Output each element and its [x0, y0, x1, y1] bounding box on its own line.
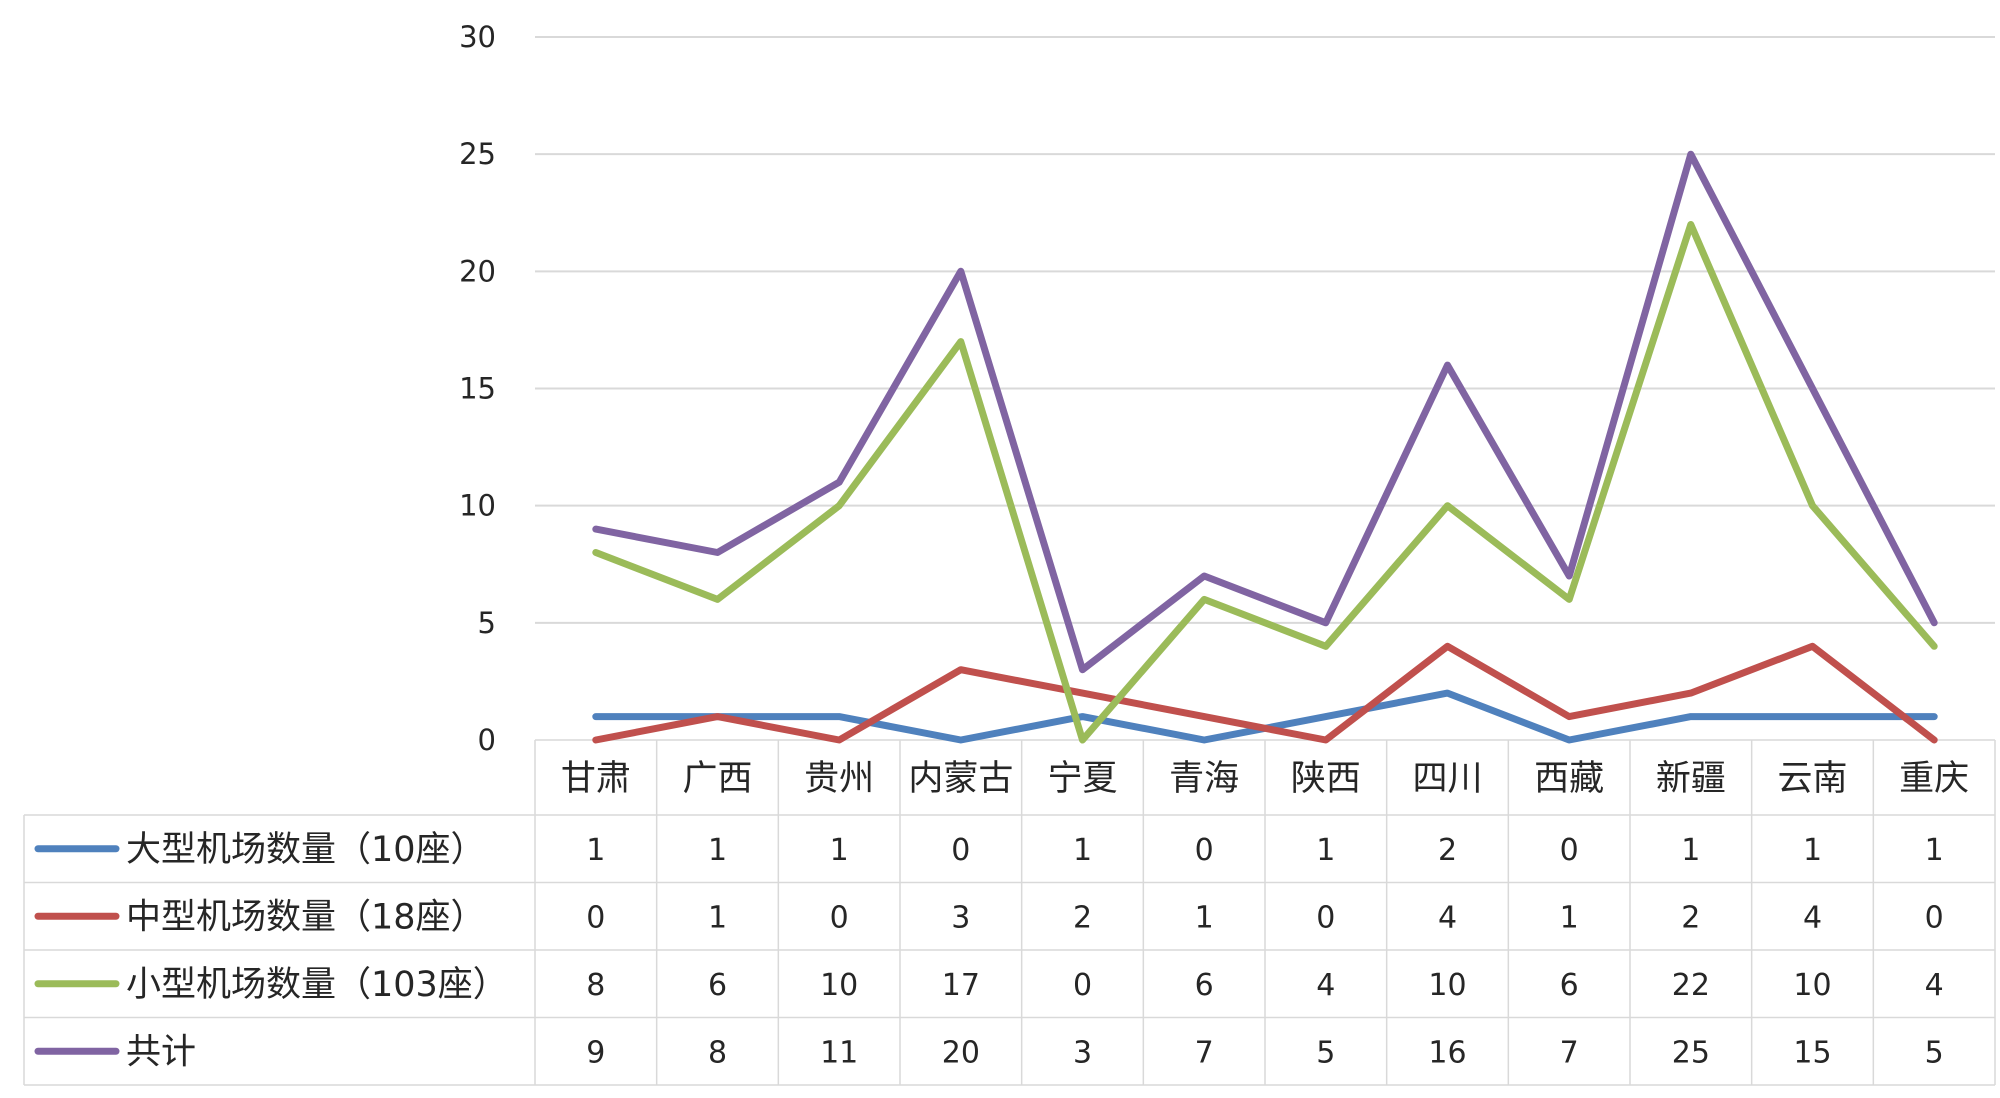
data-table-cell: 1 [1560, 900, 1579, 935]
data-table-cell: 17 [942, 968, 980, 1003]
data-table-cell: 2 [1073, 900, 1092, 935]
y-tick-label: 25 [459, 137, 496, 171]
legend-label: 大型机场数量（10座） [126, 830, 486, 870]
category-label: 西藏 [1534, 759, 1604, 799]
data-table-cell: 5 [1925, 1035, 1944, 1070]
data-table-cells: 1 1 1 0 1 0 1 2 0 1 1 10 1 0 3 2 1 0 4 1 2 4 08 6 10 17 0 6 4 10 6 22 10… [586, 833, 1943, 1071]
data-table-cell: 0 [1073, 968, 1092, 1003]
data-table-cell: 0 [1195, 833, 1214, 868]
data-table-cell: 22 [1672, 968, 1710, 1003]
data-table-cell: 2 [1438, 833, 1457, 868]
category-label: 云南 [1777, 759, 1847, 799]
legend-label: 小型机场数量（103座） [126, 965, 508, 1005]
y-axis-ticks: 0 5 10 15 20 25 30 [459, 20, 496, 757]
data-table-cell: 1 [830, 833, 849, 868]
data-table-cell: 1 [1925, 833, 1944, 868]
data-table-cell: 0 [830, 900, 849, 935]
data-table-cell: 1 [1195, 900, 1214, 935]
data-table-grid [23, 739, 1996, 1086]
data-table-cell: 7 [1195, 1035, 1214, 1070]
data-table-cell: 11 [820, 1035, 858, 1070]
series-lines [592, 150, 1938, 744]
data-table-cell: 6 [708, 968, 727, 1003]
category-label: 宁夏 [1047, 759, 1117, 799]
series-line [592, 642, 1938, 744]
data-table-cell: 15 [1793, 1035, 1831, 1070]
series-line [592, 150, 1938, 674]
data-table-legend: 大型机场数量（10座） 中型机场数量（18座） 小型机场数量（103座） 共计 [34, 830, 508, 1072]
y-tick-label: 20 [459, 254, 496, 288]
data-table-cell: 1 [1803, 833, 1822, 868]
y-tick-label: 10 [459, 489, 496, 523]
y-tick-label: 15 [459, 372, 496, 406]
data-table-cell: 25 [1672, 1035, 1710, 1070]
data-table-cell: 1 [1681, 833, 1700, 868]
data-table-cell: 0 [951, 833, 970, 868]
data-table-cell: 1 [708, 833, 727, 868]
data-table-cell: 6 [1195, 968, 1214, 1003]
data-table-cell: 20 [942, 1035, 980, 1070]
data-table-cell: 10 [1793, 968, 1831, 1003]
data-table-cell: 3 [1073, 1035, 1092, 1070]
y-tick-label: 5 [478, 606, 496, 640]
data-table-cell: 2 [1681, 900, 1700, 935]
data-table-cell: 5 [1316, 1035, 1335, 1070]
data-table-cell: 7 [1560, 1035, 1579, 1070]
data-table-cell: 1 [586, 833, 605, 868]
data-table-cell: 1 [708, 900, 727, 935]
data-table-cell: 10 [1428, 968, 1466, 1003]
category-label: 广西 [682, 759, 752, 799]
data-table-cell: 8 [708, 1035, 727, 1070]
category-label: 青海 [1169, 759, 1239, 799]
y-tick-label: 30 [459, 20, 496, 54]
category-label: 重庆 [1899, 759, 1969, 799]
data-table-cell: 8 [586, 968, 605, 1003]
category-label: 陕西 [1291, 759, 1361, 799]
legend-label: 共计 [126, 1032, 196, 1072]
data-table-cell: 4 [1803, 900, 1822, 935]
series-line [592, 221, 1938, 744]
y-tick-label: 0 [478, 723, 496, 757]
category-label: 贵州 [804, 759, 874, 799]
data-table-cell: 10 [820, 968, 858, 1003]
data-table-cell: 0 [1316, 900, 1335, 935]
data-table-cell: 0 [1560, 833, 1579, 868]
category-label: 四川 [1412, 759, 1482, 799]
data-table-cell: 3 [951, 900, 970, 935]
category-labels: 甘肃 广西 贵州 内蒙古 宁夏 青海 陕西 四川 西藏 新疆 云南 重庆 [561, 759, 1969, 799]
data-table-cell: 1 [1316, 833, 1335, 868]
data-table-cell: 9 [586, 1035, 605, 1070]
data-table-cell: 1 [1073, 833, 1092, 868]
data-table-cell: 6 [1560, 968, 1579, 1003]
data-table-cell: 4 [1316, 968, 1335, 1003]
category-label: 内蒙古 [908, 759, 1013, 799]
data-table-cell: 0 [1925, 900, 1944, 935]
category-label: 新疆 [1656, 759, 1726, 799]
gridlines [535, 36, 1995, 624]
data-table-cell: 16 [1428, 1035, 1466, 1070]
data-table-cell: 0 [586, 900, 605, 935]
legend-label: 中型机场数量（18座） [126, 897, 486, 937]
category-label: 甘肃 [561, 759, 631, 799]
data-table-cell: 4 [1925, 968, 1944, 1003]
data-table-cell: 4 [1438, 900, 1457, 935]
